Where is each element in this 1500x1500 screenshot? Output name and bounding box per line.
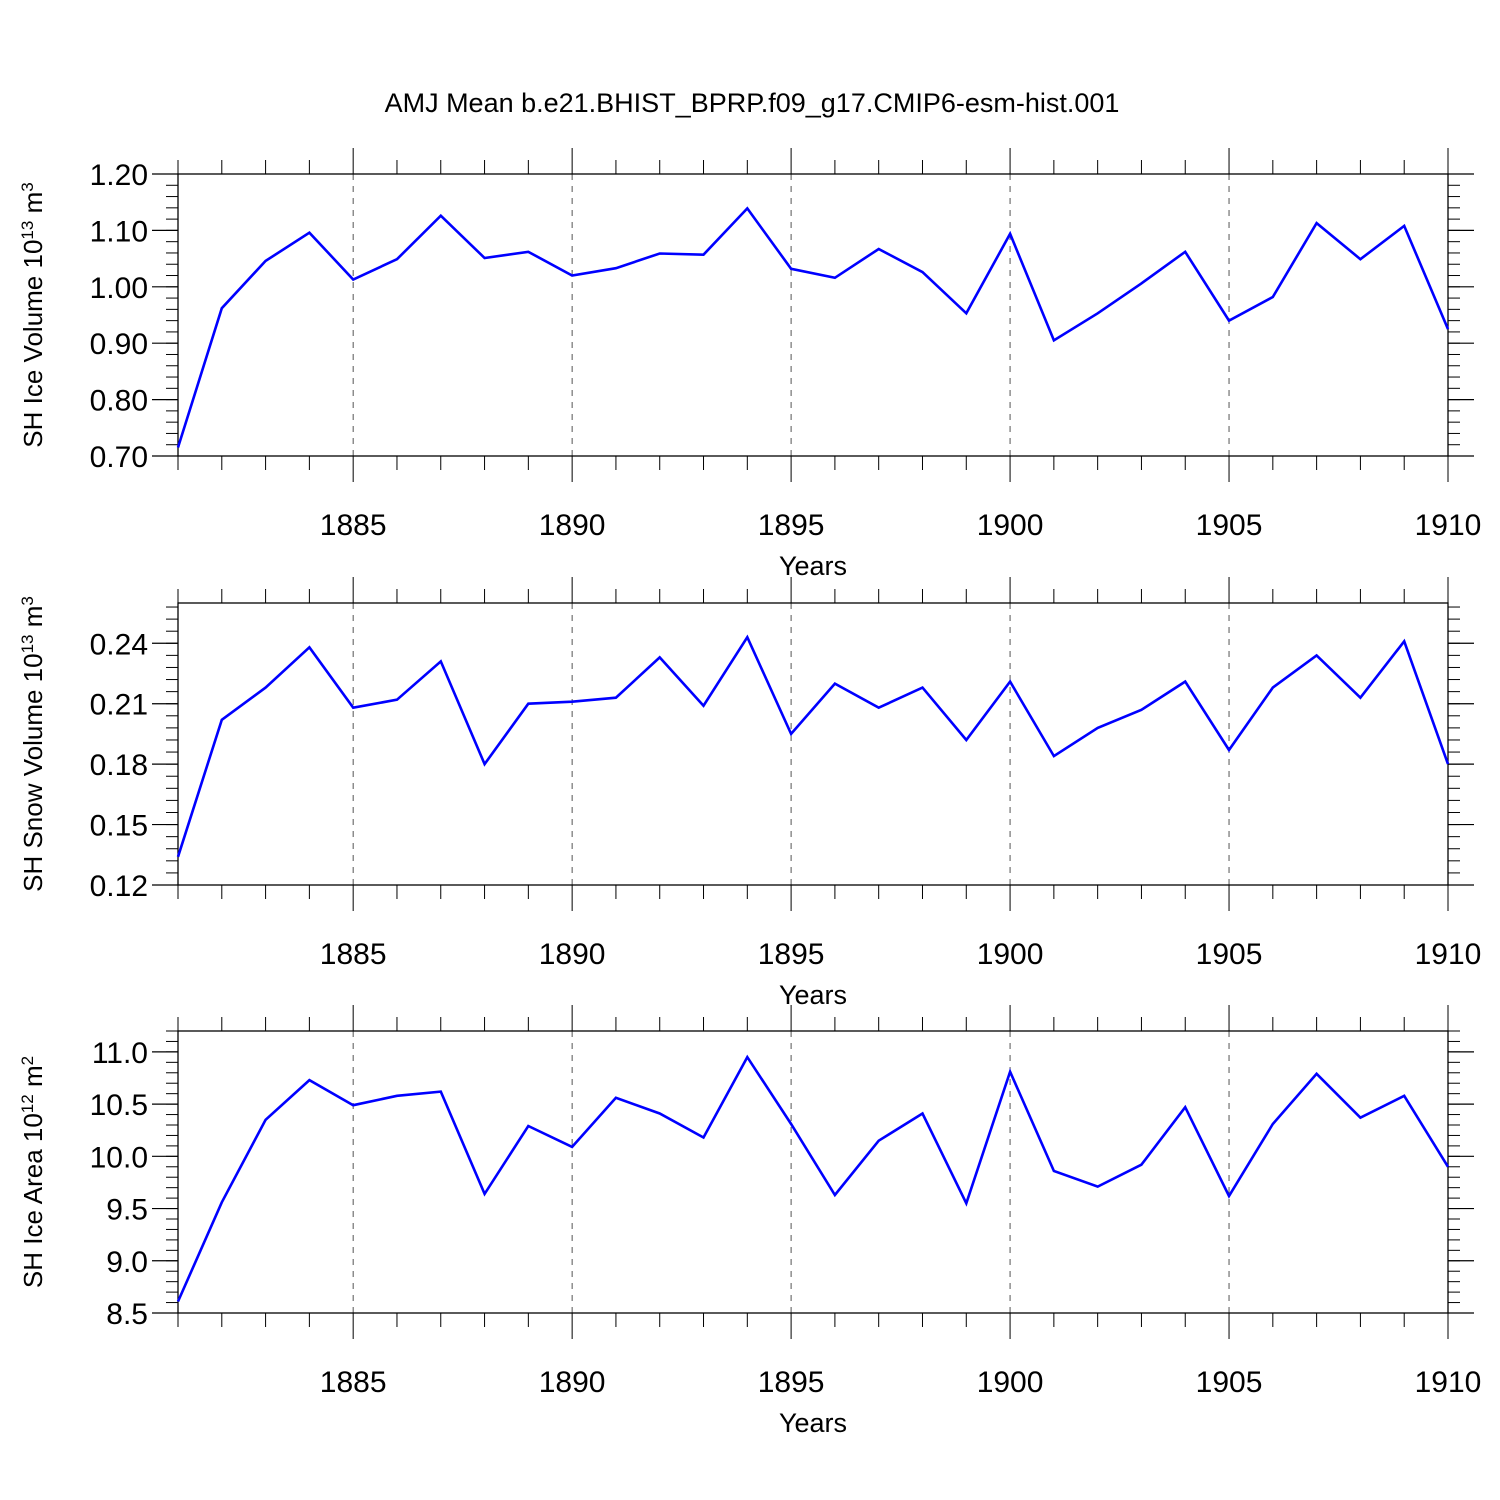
panel-1: 0.70 0.80 0.90 1.00 1.10 1.20 1885 1890 1895 1900… <box>18 148 1482 581</box>
x-tick-label: 1910 <box>1415 509 1482 542</box>
y-axis-label: SH Ice Volume 1013 m3 <box>18 182 49 447</box>
x-axis-label: Years <box>779 980 847 1010</box>
chart-panels: 0.70 0.80 0.90 1.00 1.10 1.20 1885 1890 1895 1900… <box>18 148 1482 1438</box>
y-tick-label: 10.5 <box>90 1089 148 1122</box>
x-tick-label: 1890 <box>539 1366 606 1399</box>
x-tick-label: 1900 <box>977 1366 1044 1399</box>
y-tick-label: 10.0 <box>90 1141 148 1174</box>
x-axis-label: Years <box>779 551 847 581</box>
y-tick-label: 0.90 <box>90 328 148 361</box>
x-tick-label: 1905 <box>1196 509 1263 542</box>
plot-frame <box>177 602 1449 886</box>
y-tick-label: 0.18 <box>90 749 148 782</box>
y-tick-label: 0.12 <box>90 870 148 903</box>
y-tick-label: 1.00 <box>90 272 148 305</box>
plot-frame <box>177 173 1449 457</box>
x-tick-label: 1890 <box>539 938 606 971</box>
y-tick-label: 0.21 <box>90 689 148 722</box>
y-tick-label: 0.80 <box>90 385 148 418</box>
x-tick-label: 1895 <box>758 938 825 971</box>
panel-3: 8.5 9.0 9.5 10.0 10.5 11.0 1885 1890 1895 1900 190… <box>18 1005 1482 1438</box>
panel-2: 0.12 0.15 0.18 0.21 0.24 1885 1890 1895 1900 1905… <box>18 577 1482 1010</box>
x-tick-label: 1885 <box>320 509 387 542</box>
x-tick-label: 1910 <box>1415 1366 1482 1399</box>
plot-frame <box>177 1030 1449 1314</box>
x-tick-label: 1885 <box>320 1366 387 1399</box>
series-line <box>176 1054 1450 1303</box>
x-tick-label: 1900 <box>977 509 1044 542</box>
series-line <box>176 634 1450 858</box>
y-tick-label: 8.5 <box>106 1298 148 1331</box>
y-tick-label: 1.20 <box>90 159 148 192</box>
x-tick-label: 1905 <box>1196 1366 1263 1399</box>
x-tick-label: 1900 <box>977 938 1044 971</box>
figure-title: AMJ Mean b.e21.BHIST_BPRP.f09_g17.CMIP6-… <box>385 88 1120 118</box>
x-tick-label: 1890 <box>539 509 606 542</box>
y-tick-label: 9.0 <box>106 1246 148 1279</box>
y-tick-label: 0.15 <box>90 810 148 843</box>
x-tick-label: 1885 <box>320 938 387 971</box>
x-tick-label: 1910 <box>1415 938 1482 971</box>
x-axis-label: Years <box>779 1408 847 1438</box>
y-tick-label: 1.10 <box>90 215 148 248</box>
y-tick-label: 0.70 <box>90 441 148 474</box>
y-axis-label: SH Ice Area 1012 m2 <box>18 1056 49 1288</box>
y-tick-label: 11.0 <box>92 1037 148 1070</box>
series-line <box>176 206 1450 448</box>
y-axis-label: SH Snow Volume 1013 m3 <box>18 596 49 892</box>
x-tick-label: 1895 <box>758 509 825 542</box>
x-tick-label: 1905 <box>1196 938 1263 971</box>
y-tick-label: 0.24 <box>90 628 148 661</box>
x-tick-label: 1895 <box>758 1366 825 1399</box>
y-tick-label: 9.5 <box>106 1194 148 1227</box>
